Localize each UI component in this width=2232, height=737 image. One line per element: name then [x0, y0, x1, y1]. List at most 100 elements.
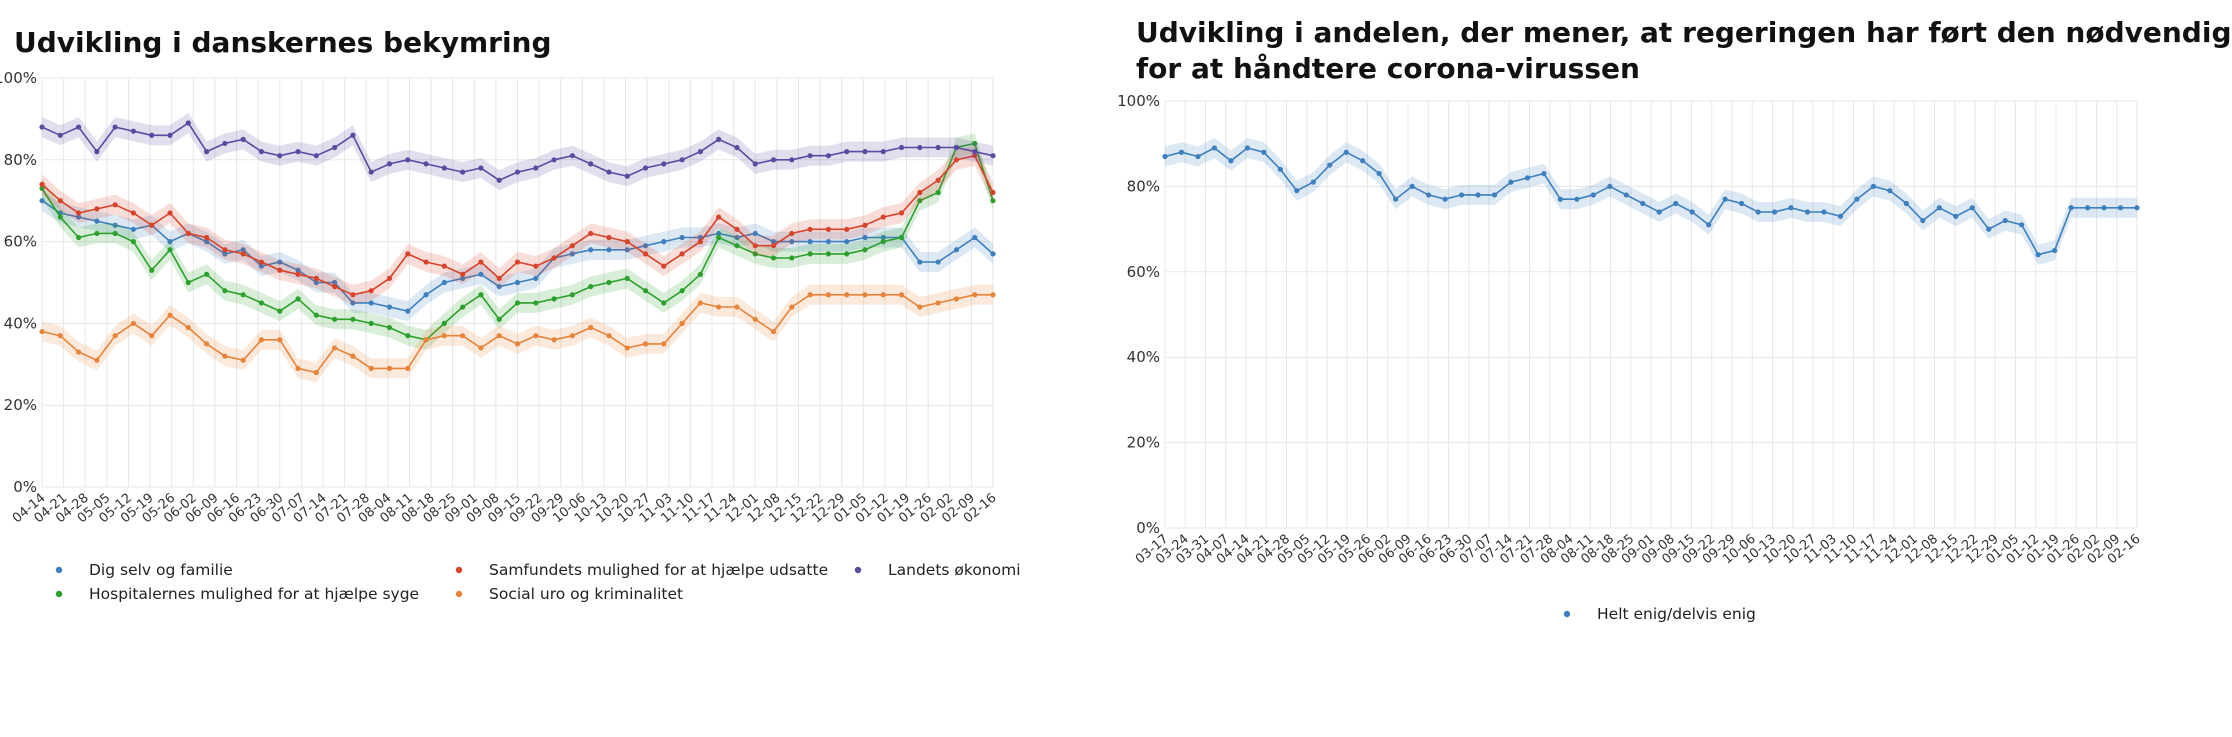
left-point	[423, 292, 429, 298]
left-point	[240, 251, 246, 257]
left-point	[917, 198, 923, 204]
left-point	[386, 324, 393, 331]
right-point	[1953, 213, 1959, 219]
left-point	[661, 239, 667, 245]
right-point	[1261, 149, 1267, 155]
left-point	[514, 341, 521, 347]
left-point	[990, 292, 996, 298]
left-point	[972, 140, 978, 147]
left-point	[240, 247, 246, 253]
left-point	[405, 157, 411, 163]
left-point	[642, 341, 649, 347]
right-ytick-label: 40%	[1127, 348, 1160, 366]
left-point	[94, 218, 100, 224]
left-point	[514, 279, 521, 286]
right-point	[1920, 217, 1926, 224]
left-point	[332, 279, 338, 286]
left-point	[130, 239, 137, 245]
left-point	[990, 198, 996, 204]
right-point	[2068, 205, 2074, 211]
left-point	[277, 267, 283, 273]
right-point	[1574, 196, 1580, 202]
left-point	[167, 247, 173, 253]
left-point	[752, 243, 758, 249]
left-point	[551, 157, 557, 163]
left-point	[642, 251, 649, 257]
left-point	[332, 345, 338, 351]
left-point	[898, 234, 905, 241]
left-point	[368, 288, 374, 294]
left-point	[551, 296, 557, 302]
left-chart-title: Udvikling i danskernes bekymring	[14, 26, 552, 59]
right-chart-title-line2: for at håndtere corona-virussen	[1136, 52, 1640, 85]
left-point	[679, 251, 685, 257]
left-point	[295, 271, 301, 277]
left-point	[258, 259, 265, 265]
left-point	[240, 357, 246, 363]
left-point	[624, 173, 630, 179]
right-ytick-label: 60%	[1127, 263, 1160, 281]
left-point	[478, 292, 484, 298]
left-point	[222, 247, 228, 253]
left-legend: Dig selv og familie Samfundets mulighed f…	[55, 561, 1021, 603]
right-point	[1986, 226, 1992, 232]
left-point	[368, 320, 374, 326]
left-point	[514, 300, 521, 306]
left-point	[313, 369, 319, 376]
right-point	[1343, 149, 1349, 155]
left-point	[441, 279, 447, 286]
left-point	[258, 300, 265, 306]
left-point	[460, 304, 466, 310]
right-point	[1491, 192, 1498, 198]
left-point	[661, 161, 667, 167]
right-point	[1360, 158, 1366, 164]
left-point	[185, 279, 191, 286]
right-point	[2134, 205, 2140, 211]
left-point	[606, 279, 612, 286]
left-point	[332, 283, 338, 290]
right-point	[2052, 247, 2058, 254]
left-point	[825, 153, 832, 159]
left-point	[185, 324, 191, 331]
right-point	[1755, 209, 1761, 215]
left-point	[844, 226, 850, 232]
right-point	[1211, 145, 1218, 151]
left-point	[112, 202, 118, 208]
left-point	[770, 255, 777, 261]
right-point	[1195, 153, 1201, 160]
right-ytick-label: 100%	[1117, 92, 1160, 110]
left-legend-label-0: Dig selv og familie	[89, 561, 233, 579]
left-point	[734, 144, 740, 151]
left-point	[496, 275, 502, 282]
left-point	[240, 292, 246, 298]
left-point	[972, 234, 978, 241]
left-point	[935, 177, 941, 183]
left-point	[807, 251, 813, 257]
left-point	[94, 230, 100, 237]
left-point	[222, 353, 228, 359]
left-point	[679, 288, 685, 294]
left-point	[697, 239, 703, 245]
left-point	[606, 169, 612, 175]
left-point	[533, 333, 539, 339]
left-point	[185, 230, 191, 237]
left-point	[441, 165, 447, 171]
left-point	[807, 292, 813, 298]
left-point	[295, 365, 301, 371]
left-point	[478, 345, 484, 351]
left-point	[588, 283, 594, 290]
right-point	[1162, 153, 1168, 160]
left-point	[423, 259, 429, 265]
left-band-1	[42, 133, 993, 350]
left-point	[130, 128, 137, 134]
right-point	[1475, 192, 1481, 198]
right-point	[1590, 192, 1596, 198]
left-point	[716, 304, 722, 310]
left-point	[770, 239, 777, 245]
left-point	[624, 247, 630, 253]
right-point	[1607, 183, 1613, 189]
left-point	[679, 234, 685, 241]
right-band-0	[1165, 138, 2137, 265]
right-point	[1508, 179, 1514, 185]
